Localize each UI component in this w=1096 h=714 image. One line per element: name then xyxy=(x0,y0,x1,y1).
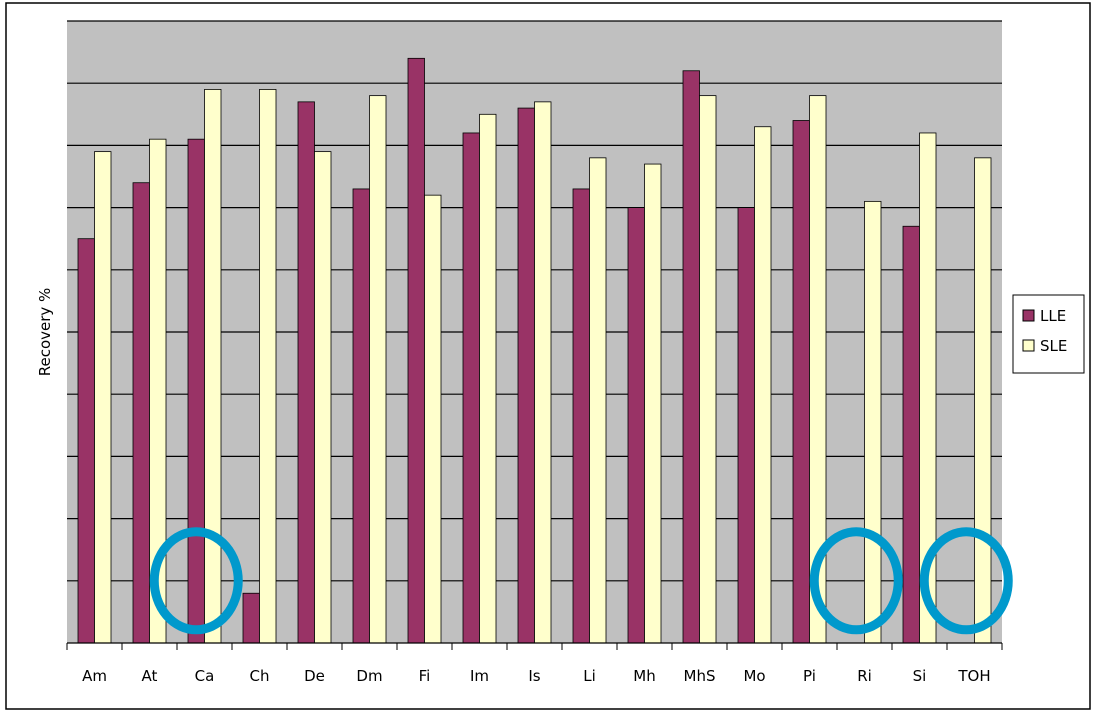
x-tick-label: Pi xyxy=(803,667,816,685)
bar-sle-fi xyxy=(424,194,442,644)
bar-lle-mo xyxy=(737,207,755,644)
legend-swatch-sle xyxy=(1022,339,1035,352)
x-tick-label: Am xyxy=(82,667,107,685)
x-tick-label: Mo xyxy=(743,667,765,685)
x-tick-label: Im xyxy=(470,667,489,685)
bar-lle-mh xyxy=(627,207,645,644)
bar-sle-de xyxy=(314,151,332,644)
bar-lle-at xyxy=(132,182,150,644)
x-tick-label: Ca xyxy=(195,667,215,685)
legend-label-lle: LLE xyxy=(1040,307,1066,325)
x-tick-label: Si xyxy=(913,667,927,685)
bar-sle-ch xyxy=(259,89,277,644)
x-tick-label: Fi xyxy=(419,667,431,685)
x-tick-labels: Am At Ca Ch De Dm Fi Im Is Li Mh MhS Mo Pi Ri Si TOH xyxy=(82,667,991,685)
bar-lle-mhs xyxy=(682,70,700,644)
bars xyxy=(77,57,992,644)
x-tick-label: Ch xyxy=(250,667,270,685)
bar-lle-ch xyxy=(242,592,260,644)
x-tick-label: Is xyxy=(528,667,540,685)
bar-sle-mo xyxy=(754,126,772,644)
x-tick-label: De xyxy=(304,667,325,685)
x-tick-label: MhS xyxy=(684,667,716,685)
bar-lle-li xyxy=(572,188,590,644)
bar-lle-fi xyxy=(407,57,425,644)
x-tick-label: Li xyxy=(583,667,596,685)
bar-lle-is xyxy=(517,107,535,644)
bar-sle-mh xyxy=(644,163,662,644)
bar-sle-li xyxy=(589,157,607,644)
bar-lle-im xyxy=(462,132,480,644)
bar-sle-toh xyxy=(974,157,992,644)
bar-sle-mhs xyxy=(699,95,717,644)
bar-lle-ca xyxy=(187,138,205,644)
bar-lle-pi xyxy=(792,120,810,644)
x-tick-label: At xyxy=(142,667,158,685)
legend: LLE SLE xyxy=(1012,294,1085,374)
bar-lle-dm xyxy=(352,188,370,644)
x-tick-label: Dm xyxy=(356,667,382,685)
bar-sle-am xyxy=(94,151,112,644)
bar-sle-ca xyxy=(204,89,222,644)
x-tick-label: Mh xyxy=(633,667,655,685)
bar-lle-de xyxy=(297,101,315,644)
highlight-circle-ri xyxy=(809,527,903,635)
bar-lle-si xyxy=(902,225,920,644)
y-axis-label: Recovery % xyxy=(36,288,54,377)
highlight-circle-ca xyxy=(149,527,243,635)
highlight-circle-toh xyxy=(919,527,1013,635)
legend-swatch-lle xyxy=(1022,309,1035,322)
x-axis xyxy=(66,642,1003,650)
bar-lle-am xyxy=(77,238,95,644)
bar-sle-im xyxy=(479,113,497,644)
highlight-circles xyxy=(149,527,1013,635)
bar-sle-is xyxy=(534,101,552,644)
legend-label-sle: SLE xyxy=(1040,337,1067,355)
x-tick-label: Ri xyxy=(857,667,872,685)
x-tick-label: TOH xyxy=(957,667,990,685)
legend-box xyxy=(1012,294,1085,374)
bar-sle-ri xyxy=(864,200,882,644)
bar-sle-dm xyxy=(369,95,387,644)
